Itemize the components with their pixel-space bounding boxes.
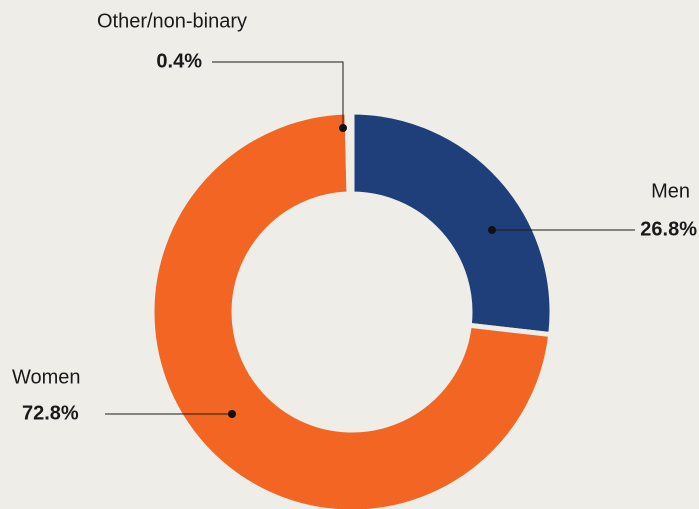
leader-dot [228, 410, 236, 418]
donut-segment [344, 109, 355, 197]
leader-dot [488, 226, 496, 234]
leader-line [212, 61, 344, 128]
donut-segment [149, 109, 554, 509]
leader-dot [339, 124, 347, 132]
category-label: Other/non-binary [97, 10, 247, 32]
value-label: 26.8% [640, 218, 697, 240]
value-label: 72.8% [22, 402, 79, 424]
value-label: 0.4% [156, 50, 202, 72]
category-label: Men [651, 180, 690, 202]
donut-segment [349, 109, 555, 338]
category-label: Women [12, 366, 81, 388]
